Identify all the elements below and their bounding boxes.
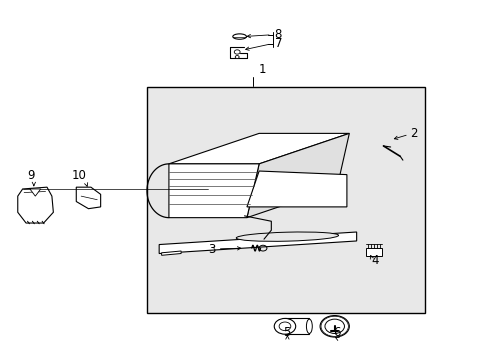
Circle shape xyxy=(274,319,295,334)
Ellipse shape xyxy=(306,319,312,333)
Text: 6: 6 xyxy=(333,325,340,338)
Bar xyxy=(285,319,309,334)
Polygon shape xyxy=(246,171,346,207)
Circle shape xyxy=(235,55,239,58)
Bar xyxy=(147,87,424,313)
Ellipse shape xyxy=(236,232,338,241)
Circle shape xyxy=(320,316,348,337)
Polygon shape xyxy=(30,189,41,196)
Polygon shape xyxy=(18,187,53,223)
Polygon shape xyxy=(159,232,356,253)
Polygon shape xyxy=(161,251,181,255)
Text: 5: 5 xyxy=(283,325,290,338)
Circle shape xyxy=(234,50,240,54)
Text: 9: 9 xyxy=(27,169,35,182)
Ellipse shape xyxy=(232,34,246,39)
Circle shape xyxy=(279,322,290,330)
Polygon shape xyxy=(168,164,259,218)
Text: 2: 2 xyxy=(409,127,417,140)
Polygon shape xyxy=(76,187,101,209)
Polygon shape xyxy=(246,134,348,218)
Text: 8: 8 xyxy=(274,28,282,41)
Text: 7: 7 xyxy=(274,37,282,50)
Text: 3: 3 xyxy=(207,243,215,256)
Polygon shape xyxy=(168,134,348,164)
Text: 1: 1 xyxy=(259,63,266,76)
Bar xyxy=(366,248,381,256)
Text: 4: 4 xyxy=(370,254,378,267)
Text: 10: 10 xyxy=(71,169,86,182)
Circle shape xyxy=(325,319,344,333)
